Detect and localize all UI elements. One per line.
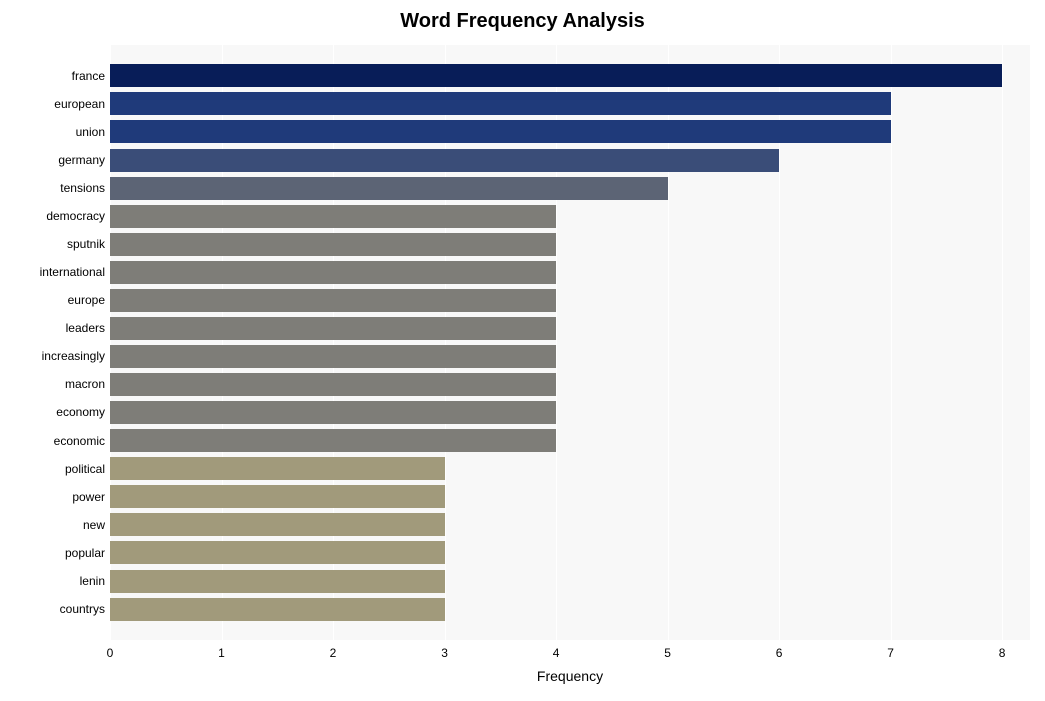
x-axis-label: Frequency: [110, 668, 1030, 684]
x-tick-label: 2: [330, 646, 337, 660]
bar: [110, 598, 445, 621]
x-tick-label: 7: [887, 646, 894, 660]
bar: [110, 317, 556, 340]
bar: [110, 513, 445, 536]
bar: [110, 570, 445, 593]
bar: [110, 485, 445, 508]
y-tick-label: new: [83, 518, 105, 532]
y-tick-label: macron: [65, 377, 105, 391]
y-tick-label: lenin: [80, 574, 105, 588]
bar: [110, 457, 445, 480]
x-tick-label: 5: [664, 646, 671, 660]
word-frequency-chart: Word Frequency Analysis Frequency 0 1 2 3 4 5…: [0, 0, 1045, 701]
y-tick-label: union: [76, 125, 105, 139]
y-tick-label: france: [72, 69, 105, 83]
y-tick-label: europe: [68, 293, 105, 307]
y-tick-label: sputnik: [67, 237, 105, 251]
grid-line: [1002, 45, 1003, 640]
bar: [110, 177, 668, 200]
x-tick-label: 4: [553, 646, 560, 660]
bar: [110, 345, 556, 368]
bar: [110, 233, 556, 256]
y-tick-label: european: [54, 97, 105, 111]
y-tick-label: countrys: [60, 602, 105, 616]
bar: [110, 64, 1002, 87]
y-tick-label: power: [72, 490, 105, 504]
chart-title: Word Frequency Analysis: [0, 10, 1045, 33]
bar: [110, 289, 556, 312]
bar: [110, 205, 556, 228]
bar: [110, 120, 891, 143]
y-tick-label: international: [40, 265, 105, 279]
y-tick-label: democracy: [46, 209, 105, 223]
x-tick-label: 1: [218, 646, 225, 660]
y-tick-label: tensions: [60, 181, 105, 195]
x-tick-label: 6: [776, 646, 783, 660]
y-tick-label: leaders: [66, 321, 105, 335]
y-tick-label: political: [65, 462, 105, 476]
y-tick-label: economy: [56, 405, 105, 419]
bar: [110, 541, 445, 564]
x-tick-label: 3: [441, 646, 448, 660]
plot-area: [110, 45, 1030, 640]
x-tick-label: 8: [999, 646, 1006, 660]
bar: [110, 429, 556, 452]
x-tick-label: 0: [107, 646, 114, 660]
grid-line: [891, 45, 892, 640]
bar: [110, 261, 556, 284]
y-tick-label: popular: [65, 546, 105, 560]
bar: [110, 92, 891, 115]
y-tick-label: germany: [58, 153, 105, 167]
bar: [110, 401, 556, 424]
y-tick-label: economic: [54, 434, 105, 448]
bar: [110, 373, 556, 396]
y-tick-label: increasingly: [42, 349, 105, 363]
bar: [110, 149, 779, 172]
